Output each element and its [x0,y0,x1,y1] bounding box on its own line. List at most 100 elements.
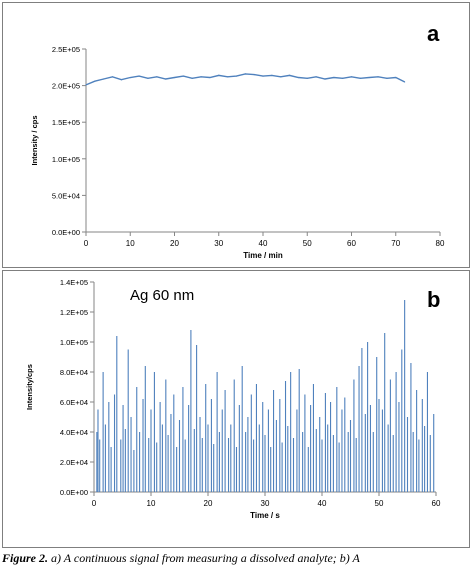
chart-a-svg: 0.0E+00 5.0E+04 1.0E+05 1.5E+05 2.0E+05 2.5E+… [30,21,445,260]
y-tick-label: 1.4E+05 [60,278,88,287]
data-bar [245,432,247,492]
y-tick-label: 1.2E+05 [60,308,88,317]
x-tick-label: 30 [214,239,223,248]
data-bar [416,390,418,492]
data-bar [292,438,295,492]
data-bar [130,417,132,492]
y-tick-label: 2.5E+05 [52,45,80,54]
figure-caption: Figure 2. a) A continuous signal from me… [2,551,474,566]
y-tick-label: 1.5E+05 [52,118,80,127]
data-bar [395,372,397,492]
data-bar [170,414,172,492]
data-point [271,74,273,76]
data-bar [344,397,346,492]
y-tick-label: 1.0E+05 [52,155,80,164]
data-point [333,76,335,79]
data-bar [96,432,98,492]
data-point [94,80,96,82]
data-point [235,75,238,77]
data-bar [424,426,426,492]
data-bar [199,417,201,492]
caption-text: a) A continuous signal from measuring a … [48,551,360,565]
data-bar [216,372,218,492]
data-bar [167,435,169,492]
x-tick-label: 60 [432,499,441,508]
data-bar [153,372,155,492]
data-bar [150,409,152,492]
data-bar [290,372,292,492]
data-bar [321,439,323,492]
data-point [324,78,326,80]
x-tick-label: 0 [92,499,97,508]
data-bar [361,348,363,492]
data-bar [262,402,264,492]
data-bar [205,384,207,492]
data-bar [376,357,378,492]
data-bar [116,336,118,492]
data-bar [139,432,141,492]
data-bar [99,439,101,492]
data-bar [319,417,321,492]
data-bar [108,402,110,492]
data-bar [406,417,409,492]
y-tick-label: 0.0E+00 [60,488,88,497]
data-bar [404,300,406,492]
y-tick-label: 2.0E+05 [52,82,80,91]
data-bar [304,394,306,492]
data-bar [104,424,106,492]
y-tick-label: 4.0E+04 [60,428,88,437]
data-bar [230,424,232,492]
data-bar [190,330,192,492]
data-bar [273,390,275,492]
y-tick-label: 5.0E+04 [52,191,80,200]
x-tick-label: 10 [147,499,156,508]
data-bar [367,342,369,492]
data-bar [341,409,343,492]
data-bar [201,438,203,492]
data-bar [353,379,355,492]
data-point [182,75,184,77]
data-point [85,84,87,86]
data-bar [307,447,309,492]
data-bar [127,349,129,492]
data-bar [426,372,428,492]
data-point [120,79,122,81]
data-bar [349,420,352,492]
chart-b-svg: 0.0E+00 2.0E+04 4.0E+04 6.0E+04 8.0E+04 1.0E+… [25,278,441,520]
data-bar [110,447,112,492]
data-point [244,73,246,75]
data-bar [218,432,220,492]
data-bar [355,438,357,492]
data-bar [133,450,135,492]
data-bar [347,432,349,492]
x-tick-label: 40 [318,499,327,508]
data-bar [213,444,215,492]
data-bar [113,394,116,492]
data-bar [264,435,266,492]
data-bar [267,409,269,492]
data-bar [330,402,332,492]
chart-panel-a: 0.0E+00 5.0E+04 1.0E+05 1.5E+05 2.0E+05 2.5E+… [2,2,470,268]
x-tick-label: 50 [375,499,384,508]
y-tick-label: 2.0E+04 [60,458,88,467]
x-tick-label: 10 [126,239,135,248]
data-bar [270,447,272,492]
data-bar [384,333,386,492]
y-tick-label: 6.0E+04 [60,398,88,407]
data-point [165,78,167,80]
data-bar [247,417,249,492]
data-bar [336,387,338,492]
x-tick-label: 30 [261,499,270,508]
data-bar [207,424,209,492]
x-axis-label: Time / s [250,511,280,520]
data-bar [287,426,289,492]
data-bar [298,369,300,492]
x-axis-label: Time / min [243,251,283,260]
data-bar [275,420,277,492]
data-bar [221,409,223,492]
data-bar [238,405,240,492]
data-bar [241,366,243,492]
data-bar [165,379,167,492]
data-bar [387,424,389,492]
data-point [191,77,193,79]
